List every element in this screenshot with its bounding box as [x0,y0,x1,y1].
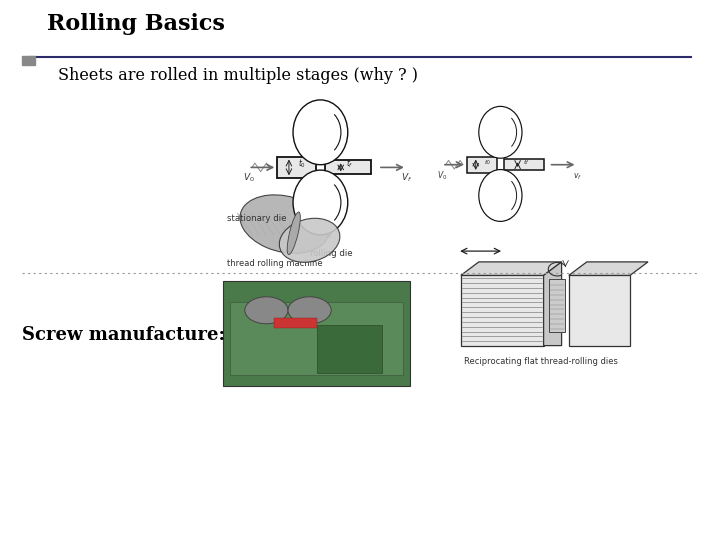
Text: Screw manufacture:: Screw manufacture: [22,326,225,344]
Bar [22,56,35,65]
Polygon shape [544,262,562,346]
Text: stationary die: stationary die [227,214,287,224]
Text: $t_0$: $t_0$ [297,157,306,170]
Text: Reciprocating flat thread-rolling dies: Reciprocating flat thread-rolling dies [464,357,618,367]
Text: $V_0$: $V_0$ [243,172,254,184]
Polygon shape [569,262,648,275]
Ellipse shape [479,170,522,221]
Bar [317,325,382,373]
Ellipse shape [293,170,348,235]
Bar [274,319,317,328]
Text: Rolling Basics: Rolling Basics [47,13,225,35]
Text: thread rolling machine: thread rolling machine [227,259,323,268]
Text: $V_0$: $V_0$ [437,169,447,181]
Bar [461,275,544,346]
Text: $v_f$: $v_f$ [573,171,582,181]
Bar [569,275,630,346]
Text: Sheets are rolled in multiple stages (why ? ): Sheets are rolled in multiple stages (wh… [58,67,418,84]
Text: $V_f$: $V_f$ [401,172,413,184]
Bar [277,157,316,178]
Ellipse shape [479,106,522,158]
Ellipse shape [240,195,329,253]
Bar [467,157,497,173]
Ellipse shape [288,297,331,324]
Bar [549,279,565,332]
Text: $t_f$: $t_f$ [346,157,354,170]
Bar [223,281,410,386]
Ellipse shape [279,218,340,262]
Ellipse shape [287,212,300,254]
Text: $t_0$: $t_0$ [485,158,492,166]
Ellipse shape [293,100,348,165]
Text: $t_f$: $t_f$ [523,158,530,166]
Text: rolling die: rolling die [310,249,352,259]
Ellipse shape [245,297,288,324]
Bar [325,160,371,174]
Polygon shape [461,262,562,275]
Bar [503,159,544,170]
Bar [230,301,403,375]
